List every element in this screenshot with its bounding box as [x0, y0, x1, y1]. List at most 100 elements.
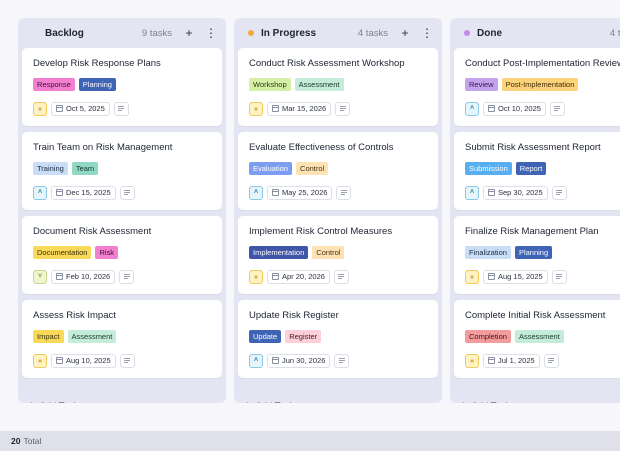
tag-list: Workshop Assessment: [249, 78, 427, 91]
due-date[interactable]: Dec 15, 2025: [51, 185, 116, 200]
due-date-text: Dec 15, 2025: [66, 188, 111, 197]
due-date-text: Oct 5, 2025: [66, 104, 105, 113]
task-card[interactable]: Evaluate Effectiveness of Controls Evalua…: [238, 132, 438, 210]
chevron-up-icon[interactable]: ˄: [465, 185, 479, 200]
add-icon[interactable]: +: [185, 26, 193, 40]
description-icon[interactable]: [335, 101, 351, 116]
column-header: Backlog 9 tasks + ⋮: [18, 18, 226, 48]
task-card[interactable]: Implement Risk Control Measures Implement…: [238, 216, 438, 294]
calendar-icon: [488, 273, 495, 280]
due-date[interactable]: Jun 30, 2026: [267, 353, 331, 368]
double-chevron-up-icon[interactable]: »: [33, 101, 47, 116]
tag: Training: [33, 162, 68, 175]
task-card[interactable]: Update Risk Register Update Register ˄ Jun 3…: [238, 300, 438, 378]
tag: Impact: [33, 330, 64, 343]
description-icon[interactable]: [119, 185, 135, 200]
due-date[interactable]: Aug 10, 2025: [51, 353, 116, 368]
description-icon[interactable]: [551, 185, 567, 200]
description-icon[interactable]: [333, 269, 349, 284]
task-card[interactable]: Complete Initial Risk Assessment Completi…: [454, 300, 620, 378]
tag-list: Finalization Planning: [465, 246, 620, 259]
chevron-up-icon[interactable]: ˄: [33, 185, 47, 200]
due-date[interactable]: May 25, 2026: [267, 185, 333, 200]
card-meta: ˄ Oct 10, 2025: [465, 101, 620, 116]
task-card[interactable]: Develop Risk Response Plans Response Plann…: [22, 48, 222, 126]
double-chevron-up-icon[interactable]: »: [249, 101, 263, 116]
due-date[interactable]: Jul 1, 2025: [483, 353, 540, 368]
task-card[interactable]: Submit Risk Assessment Report Submission R…: [454, 132, 620, 210]
calendar-icon: [272, 105, 279, 112]
description-icon[interactable]: [113, 101, 129, 116]
task-title: Conduct Post-Implementation Review: [465, 58, 620, 69]
task-card[interactable]: Finalize Risk Management Plan Finalizatio…: [454, 216, 620, 294]
tag: Finalization: [465, 246, 511, 259]
task-title: Train Team on Risk Management: [33, 142, 173, 153]
description-icon[interactable]: [549, 101, 565, 116]
description-icon[interactable]: [543, 353, 559, 368]
description-icon[interactable]: [119, 353, 135, 368]
chevron-up-icon[interactable]: ˄: [465, 101, 479, 116]
description-icon[interactable]: [551, 269, 567, 284]
description-icon[interactable]: [119, 269, 135, 284]
calendar-icon: [56, 273, 63, 280]
due-date[interactable]: Feb 10, 2026: [51, 269, 116, 284]
add-task-label: Add Task: [471, 401, 510, 404]
tag: Control: [296, 162, 329, 175]
tag: Assessment: [294, 78, 344, 91]
task-card[interactable]: Conduct Post-Implementation Review Review…: [454, 48, 620, 126]
total-count: 20: [11, 436, 21, 446]
tag: Report: [515, 162, 547, 175]
due-date[interactable]: Mar 15, 2026: [267, 101, 332, 116]
add-task-button[interactable]: + Add Task: [234, 392, 442, 403]
add-task-button[interactable]: + Add Task: [18, 392, 226, 403]
plus-icon: +: [28, 400, 34, 403]
card-meta: ˄ Jun 30, 2026: [249, 353, 427, 368]
task-title: Submit Risk Assessment Report: [465, 142, 601, 153]
chevron-down-icon[interactable]: ˅: [33, 269, 47, 284]
due-date[interactable]: Aug 15, 2025: [483, 269, 548, 284]
description-icon[interactable]: [336, 185, 352, 200]
task-title: Conduct Risk Assessment Workshop: [249, 58, 405, 69]
tag-list: Documentation Risk: [33, 246, 211, 259]
add-icon[interactable]: +: [401, 26, 409, 40]
double-chevron-up-icon[interactable]: »: [465, 353, 479, 368]
card-list: Conduct Post-Implementation Review Review…: [454, 48, 620, 392]
card-meta: » Oct 5, 2025: [33, 101, 211, 116]
calendar-icon: [488, 105, 495, 112]
due-date[interactable]: Sep 30, 2025: [483, 185, 548, 200]
due-date-text: Jun 30, 2026: [282, 356, 326, 365]
tag: Response: [33, 78, 75, 91]
tag: Planning: [78, 78, 116, 91]
calendar-icon: [272, 273, 279, 280]
task-card[interactable]: Document Risk Assessment Documentation Ris…: [22, 216, 222, 294]
double-chevron-up-icon[interactable]: »: [465, 269, 479, 284]
double-chevron-up-icon[interactable]: »: [33, 353, 47, 368]
due-date-text: Feb 10, 2026: [66, 272, 111, 281]
column-header: Done 4 tasks: [450, 18, 620, 48]
chevron-up-icon[interactable]: ˄: [249, 185, 263, 200]
task-title: Finalize Risk Management Plan: [465, 226, 599, 237]
add-task-button[interactable]: + Add Task: [450, 392, 620, 403]
card-meta: » Jul 1, 2025: [465, 353, 620, 368]
tag: Submission: [465, 162, 512, 175]
due-date[interactable]: Oct 10, 2025: [483, 101, 546, 116]
due-date[interactable]: Oct 5, 2025: [51, 101, 110, 116]
double-chevron-up-icon[interactable]: »: [249, 269, 263, 284]
calendar-icon: [56, 357, 63, 364]
card-meta: ˄ Sep 30, 2025: [465, 185, 620, 200]
column-header: In Progress 4 tasks + ⋮: [234, 18, 442, 48]
task-card[interactable]: Conduct Risk Assessment Workshop Workshop…: [238, 48, 438, 126]
tag: Assessment: [514, 330, 564, 343]
task-card[interactable]: Train Team on Risk Management Training Tea…: [22, 132, 222, 210]
tag-list: Implementation Control: [249, 246, 427, 259]
kanban-board: Backlog 9 tasks + ⋮ Develop Risk Response Pl…: [18, 18, 620, 403]
description-icon[interactable]: [334, 353, 350, 368]
tag-list: Evaluation Control: [249, 162, 427, 175]
more-options-icon[interactable]: ⋮: [205, 26, 217, 40]
total-label: Total: [23, 436, 42, 446]
more-options-icon[interactable]: ⋮: [421, 26, 433, 40]
chevron-up-icon[interactable]: ˄: [249, 353, 263, 368]
task-count: 9 tasks: [141, 27, 172, 39]
due-date[interactable]: Apr 20, 2026: [267, 269, 330, 284]
task-card[interactable]: Assess Risk Impact Impact Assessment » Aug 1…: [22, 300, 222, 378]
